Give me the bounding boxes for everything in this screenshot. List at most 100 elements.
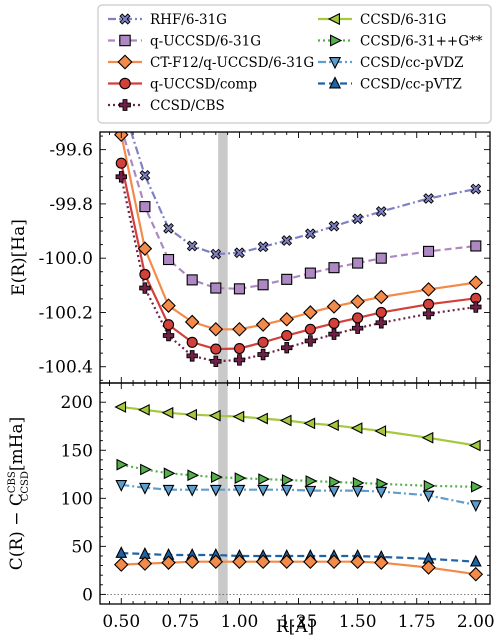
difference-panel: 0 50 100 150 200 0.50 0.75 1.00 1.25 1.50 1.75 2.00… <box>7 382 495 637</box>
legend-label-cbs: CCSD/CBS <box>150 98 225 114</box>
series-line-ctf12 <box>120 134 476 331</box>
legend: RHF/6-31G q-UCCSD/6-31G CT-F12/q-UCCSD/6-3… <box>97 4 492 124</box>
data-point-rhf <box>186 240 198 252</box>
y-axis-label: C(R) − CCBS CCSD[mHa] <box>7 417 31 571</box>
series-line-qcomp <box>120 162 476 351</box>
data-point-qcomp <box>304 323 316 335</box>
data-point-ccsd631pp <box>211 471 223 484</box>
series-line-rhf <box>130 132 477 256</box>
data-point-ccsd631pp <box>163 467 176 480</box>
data-point-ccsd631pp <box>423 479 436 492</box>
data-point-cbs <box>210 355 222 367</box>
data-point-ccsd631g <box>185 408 197 421</box>
data-point-dz <box>139 482 151 495</box>
data-point-cbs <box>281 342 293 354</box>
data-point-qcomp <box>281 329 293 342</box>
data-point-ctf12b <box>208 554 224 569</box>
legend-frame <box>97 4 492 124</box>
series-markers-dz <box>115 480 482 513</box>
data-point-ccsd631pp <box>234 472 247 485</box>
y-axis-label: E(R)[Ha] <box>9 219 29 296</box>
data-point-quccsd <box>328 262 340 274</box>
data-point-ctf12b <box>279 554 295 569</box>
series-line-cbs <box>120 176 476 363</box>
series-line-ccsd631g <box>121 405 476 447</box>
data-point-tz <box>469 554 482 567</box>
data-point-dz <box>233 484 246 497</box>
data-point-dz <box>328 485 340 498</box>
data-point-ctf12b <box>373 555 389 570</box>
data-point-quccsd <box>281 273 293 285</box>
highlight-band <box>218 383 228 604</box>
legend-label-ccsd631g: CCSD/6-31G <box>360 12 446 28</box>
data-point-cbs <box>304 335 317 347</box>
data-point-qcomp <box>139 268 151 281</box>
data-point-quccsd <box>352 257 364 269</box>
data-point-cbs <box>162 329 175 342</box>
data-point-ccsd631pp <box>281 474 294 486</box>
legend-marker-ccsd631pp <box>330 34 343 47</box>
x-tick-label: 1.75 <box>398 612 436 632</box>
data-point-ctf12 <box>184 314 200 330</box>
data-point-qcomp <box>328 317 340 329</box>
data-point-ccsd631pp <box>352 477 365 489</box>
data-point-ctf12 <box>279 311 295 327</box>
data-point-ccsd631g <box>327 419 339 432</box>
data-point-quccsd <box>210 282 222 294</box>
x-tick-label: 0.75 <box>161 612 199 632</box>
legend-label-dz: CCSD/cc-pVDZ <box>360 55 464 71</box>
data-point-ctf12b <box>137 556 153 571</box>
data-point-ccsd631pp <box>116 458 129 471</box>
data-point-ccsd631pp <box>258 473 271 485</box>
data-point-rhf <box>328 220 340 232</box>
data-point-ccsd631pp <box>305 475 318 487</box>
data-point-ctf12 <box>208 321 224 337</box>
data-point-qcomp <box>422 298 435 310</box>
data-point-qcomp <box>210 343 222 355</box>
axes-frame-bottom <box>99 382 491 605</box>
data-point-ccsd631g <box>468 439 481 452</box>
legend-label-tz: CCSD/cc-pVTZ <box>360 77 462 93</box>
data-point-ctf12 <box>350 294 365 309</box>
y-tick-label: -100.2 <box>39 303 93 323</box>
data-point-ctf12 <box>161 298 176 313</box>
y-tick-label: 0 <box>82 585 93 605</box>
data-point-dz <box>209 484 222 497</box>
data-point-qcomp <box>352 312 364 324</box>
y-tick-label: -99.8 <box>49 195 93 215</box>
data-point-cbs <box>257 348 269 361</box>
data-point-rhf <box>304 228 316 240</box>
series-markers-cbs <box>115 171 482 367</box>
data-point-ctf12b <box>350 554 365 569</box>
data-point-ccsd631g <box>114 401 127 413</box>
data-point-qcomp <box>186 336 198 348</box>
data-point-dz <box>186 484 199 497</box>
data-point-tz <box>115 546 128 558</box>
series-markers-quccsd <box>115 132 482 295</box>
data-point-cbs <box>351 322 364 334</box>
energy-panel: -99.6 -99.8 -100.0 -100.2 -100.4 E(R)[Ha] <box>9 131 491 384</box>
data-point-quccsd <box>422 245 435 257</box>
data-point-cbs <box>139 282 151 294</box>
data-point-rhf <box>281 235 293 246</box>
data-point-cbs <box>375 317 387 329</box>
data-point-ctf12 <box>421 282 436 297</box>
data-point-ctf12b <box>184 554 200 569</box>
data-point-ctf12b <box>232 554 247 569</box>
data-point-qcomp <box>162 319 175 331</box>
legend-marker-quccsd <box>119 34 131 47</box>
y-label-unit: [mHa] <box>7 417 27 471</box>
data-point-ctf12 <box>255 317 271 332</box>
y-tick-label: -99.6 <box>49 141 93 161</box>
data-point-rhf <box>470 183 482 195</box>
data-point-ccsd631g <box>137 404 150 416</box>
data-point-ctf12b <box>113 557 129 572</box>
data-point-ccsd631pp <box>187 469 200 482</box>
data-point-rhf <box>163 222 174 234</box>
plot-area-top <box>113 132 484 383</box>
data-point-dz <box>375 486 388 499</box>
y-tick-label: 100 <box>61 489 93 509</box>
data-point-ccsd631g <box>208 409 221 422</box>
data-point-rhf <box>375 206 387 217</box>
data-point-quccsd <box>375 252 387 264</box>
